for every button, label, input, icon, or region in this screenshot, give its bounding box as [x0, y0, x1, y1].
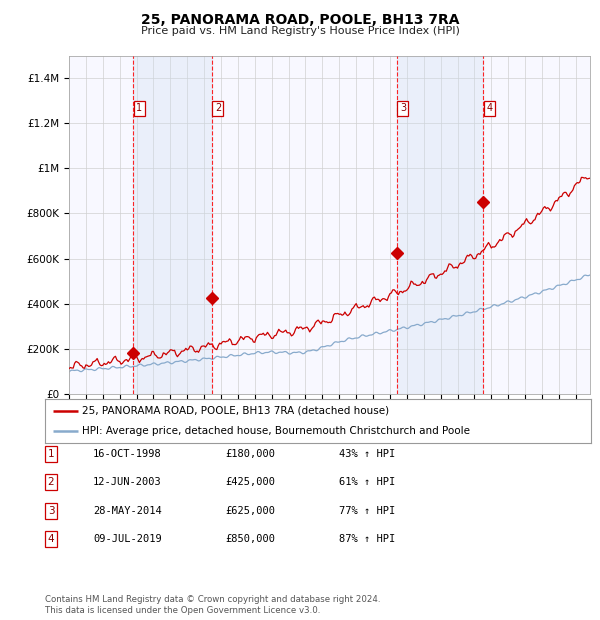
Text: £180,000: £180,000	[225, 449, 275, 459]
Text: 4: 4	[47, 534, 55, 544]
Text: 61% ↑ HPI: 61% ↑ HPI	[339, 477, 395, 487]
Text: 2: 2	[215, 103, 221, 113]
Text: 4: 4	[486, 103, 493, 113]
Text: This data is licensed under the Open Government Licence v3.0.: This data is licensed under the Open Gov…	[45, 606, 320, 615]
Text: 1: 1	[136, 103, 142, 113]
Bar	[397, 56, 483, 394]
Text: Contains HM Land Registry data © Crown copyright and database right 2024.: Contains HM Land Registry data © Crown c…	[45, 595, 380, 604]
Text: 25, PANORAMA ROAD, POOLE, BH13 7RA: 25, PANORAMA ROAD, POOLE, BH13 7RA	[141, 13, 459, 27]
Text: 77% ↑ HPI: 77% ↑ HPI	[339, 506, 395, 516]
Bar	[133, 56, 212, 394]
Text: 3: 3	[47, 506, 55, 516]
Text: 2: 2	[47, 477, 55, 487]
Text: £425,000: £425,000	[225, 477, 275, 487]
Text: Price paid vs. HM Land Registry's House Price Index (HPI): Price paid vs. HM Land Registry's House …	[140, 26, 460, 36]
Text: 3: 3	[400, 103, 406, 113]
Text: £625,000: £625,000	[225, 506, 275, 516]
Text: 12-JUN-2003: 12-JUN-2003	[93, 477, 162, 487]
Text: £850,000: £850,000	[225, 534, 275, 544]
Text: 87% ↑ HPI: 87% ↑ HPI	[339, 534, 395, 544]
Text: 43% ↑ HPI: 43% ↑ HPI	[339, 449, 395, 459]
Text: 16-OCT-1998: 16-OCT-1998	[93, 449, 162, 459]
Text: 1: 1	[47, 449, 55, 459]
Text: 25, PANORAMA ROAD, POOLE, BH13 7RA (detached house): 25, PANORAMA ROAD, POOLE, BH13 7RA (deta…	[82, 405, 389, 416]
Text: 28-MAY-2014: 28-MAY-2014	[93, 506, 162, 516]
Text: 09-JUL-2019: 09-JUL-2019	[93, 534, 162, 544]
Text: HPI: Average price, detached house, Bournemouth Christchurch and Poole: HPI: Average price, detached house, Bour…	[82, 426, 470, 436]
